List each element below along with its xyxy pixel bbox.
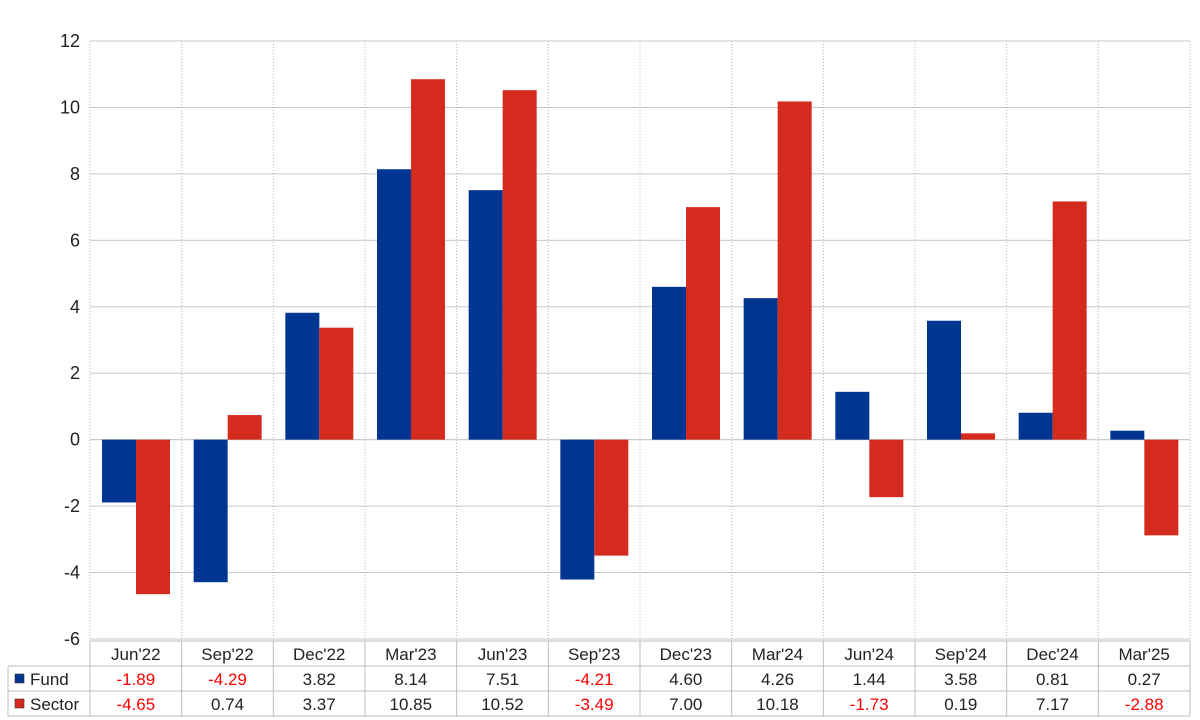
bar-fund bbox=[468, 190, 503, 440]
bar-fund bbox=[1110, 430, 1145, 440]
y-tick-label: 10 bbox=[60, 97, 80, 117]
y-tick-label: 4 bbox=[70, 297, 80, 317]
data-table: Jun'22 Sep'22 Dec'22 Mar'23 Jun'23 Sep'23 Dec'… bbox=[7, 640, 1191, 717]
bar-sector bbox=[869, 439, 904, 498]
bar-sector bbox=[502, 90, 537, 440]
data-label-sector: 0.74 bbox=[211, 695, 244, 714]
y-tick-label: 0 bbox=[70, 430, 80, 450]
data-label-fund: 0.81 bbox=[1036, 670, 1069, 689]
bar-fund bbox=[835, 391, 870, 440]
x-tick-label: Sep'24 bbox=[935, 645, 987, 664]
data-label-sector: 3.37 bbox=[303, 695, 336, 714]
bar-sector bbox=[319, 327, 354, 440]
data-label-sector: -4.65 bbox=[116, 695, 155, 714]
bar-fund bbox=[652, 286, 686, 440]
data-label-fund: 0.27 bbox=[1128, 670, 1161, 689]
data-label-sector: -3.49 bbox=[575, 695, 614, 714]
bar-fund bbox=[102, 439, 136, 503]
legend-swatch-sector bbox=[14, 698, 25, 709]
data-label-sector: 7.00 bbox=[669, 695, 702, 714]
data-label-fund: -4.29 bbox=[208, 670, 247, 689]
x-tick-label: Sep'22 bbox=[201, 645, 253, 664]
data-label-fund: -1.89 bbox=[116, 670, 155, 689]
bar-fund bbox=[377, 169, 411, 440]
data-label-sector: 10.18 bbox=[756, 695, 799, 714]
x-tick-label: Dec'22 bbox=[293, 645, 345, 664]
bar-sector bbox=[594, 439, 629, 556]
x-tick-label: Mar'25 bbox=[1118, 645, 1169, 664]
data-label-sector: 0.19 bbox=[944, 695, 977, 714]
bar-sector bbox=[961, 433, 995, 440]
x-tick-label: Jun'23 bbox=[478, 645, 528, 664]
y-axis: 12 10 8 6 4 2 0 -2 -4 -6 bbox=[60, 31, 80, 649]
y-tick-label: -6 bbox=[64, 629, 80, 649]
legend-label-sector: Sector bbox=[30, 695, 79, 714]
bar-sector bbox=[1144, 439, 1179, 536]
x-tick-label: Mar'23 bbox=[385, 645, 436, 664]
data-label-sector: 10.85 bbox=[390, 695, 433, 714]
y-tick-label: 8 bbox=[70, 164, 80, 184]
data-label-fund: 4.60 bbox=[669, 670, 702, 689]
bar-sector bbox=[136, 439, 170, 595]
bar-fund bbox=[1018, 412, 1053, 440]
data-label-sector: 10.52 bbox=[481, 695, 524, 714]
legend-label-fund: Fund bbox=[30, 670, 69, 689]
x-tick-label: Jun'24 bbox=[844, 645, 894, 664]
data-label-fund: 3.82 bbox=[303, 670, 336, 689]
x-tick-label: Dec'23 bbox=[660, 645, 712, 664]
x-tick-label: Jun'22 bbox=[111, 645, 161, 664]
y-tick-label: -2 bbox=[64, 496, 80, 516]
data-label-sector: 7.17 bbox=[1036, 695, 1069, 714]
x-tick-label: Mar'24 bbox=[752, 645, 803, 664]
bar-sector bbox=[686, 207, 720, 440]
data-label-fund: 7.51 bbox=[486, 670, 519, 689]
data-label-fund: 3.58 bbox=[944, 670, 977, 689]
bar-fund bbox=[743, 298, 778, 440]
bars bbox=[102, 79, 1179, 595]
bar-sector bbox=[227, 415, 262, 440]
grid bbox=[89, 40, 1191, 640]
bar-fund bbox=[560, 439, 595, 580]
y-tick-label: -4 bbox=[64, 563, 80, 583]
data-label-fund: 4.26 bbox=[761, 670, 794, 689]
bar-fund bbox=[285, 312, 320, 440]
x-tick-label: Dec'24 bbox=[1026, 645, 1078, 664]
y-tick-label: 12 bbox=[60, 31, 80, 51]
bar-sector bbox=[411, 79, 445, 440]
data-label-fund: -4.21 bbox=[575, 670, 614, 689]
legend-swatch-fund bbox=[14, 673, 25, 684]
y-tick-label: 6 bbox=[70, 230, 80, 250]
data-label-fund: 1.44 bbox=[853, 670, 886, 689]
data-label-sector: -2.88 bbox=[1125, 695, 1164, 714]
bar-fund bbox=[193, 439, 228, 583]
y-tick-label: 2 bbox=[70, 363, 80, 383]
bar-fund bbox=[927, 320, 961, 440]
data-label-fund: 8.14 bbox=[394, 670, 427, 689]
x-tick-label: Sep'23 bbox=[568, 645, 620, 664]
data-label-sector: -1.73 bbox=[850, 695, 889, 714]
bar-sector bbox=[777, 101, 812, 440]
bar-sector bbox=[1052, 201, 1087, 440]
